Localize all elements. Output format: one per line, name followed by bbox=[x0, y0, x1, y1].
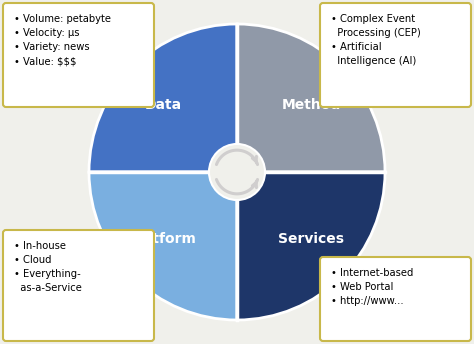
FancyBboxPatch shape bbox=[3, 230, 154, 341]
Text: Data: Data bbox=[145, 98, 182, 112]
Wedge shape bbox=[237, 24, 385, 172]
FancyBboxPatch shape bbox=[320, 257, 471, 341]
Wedge shape bbox=[237, 172, 385, 320]
FancyBboxPatch shape bbox=[320, 3, 471, 107]
Text: Platform: Platform bbox=[129, 232, 197, 246]
Text: • In-house
• Cloud
• Everything-
  as-a-Service: • In-house • Cloud • Everything- as-a-Se… bbox=[14, 241, 82, 293]
Circle shape bbox=[209, 144, 265, 200]
FancyBboxPatch shape bbox=[3, 3, 154, 107]
Text: • Complex Event
  Processing (CEP)
• Artificial
  Intelligence (AI): • Complex Event Processing (CEP) • Artif… bbox=[331, 14, 421, 66]
Wedge shape bbox=[89, 172, 237, 320]
Text: Services: Services bbox=[278, 232, 344, 246]
Wedge shape bbox=[89, 24, 237, 172]
Text: Method: Method bbox=[282, 98, 341, 112]
Text: • Internet-based
• Web Portal
• http://www...: • Internet-based • Web Portal • http://w… bbox=[331, 268, 413, 306]
Text: • Volume: petabyte
• Velocity: μs
• Variety: news
• Value: $$$: • Volume: petabyte • Velocity: μs • Vari… bbox=[14, 14, 111, 66]
